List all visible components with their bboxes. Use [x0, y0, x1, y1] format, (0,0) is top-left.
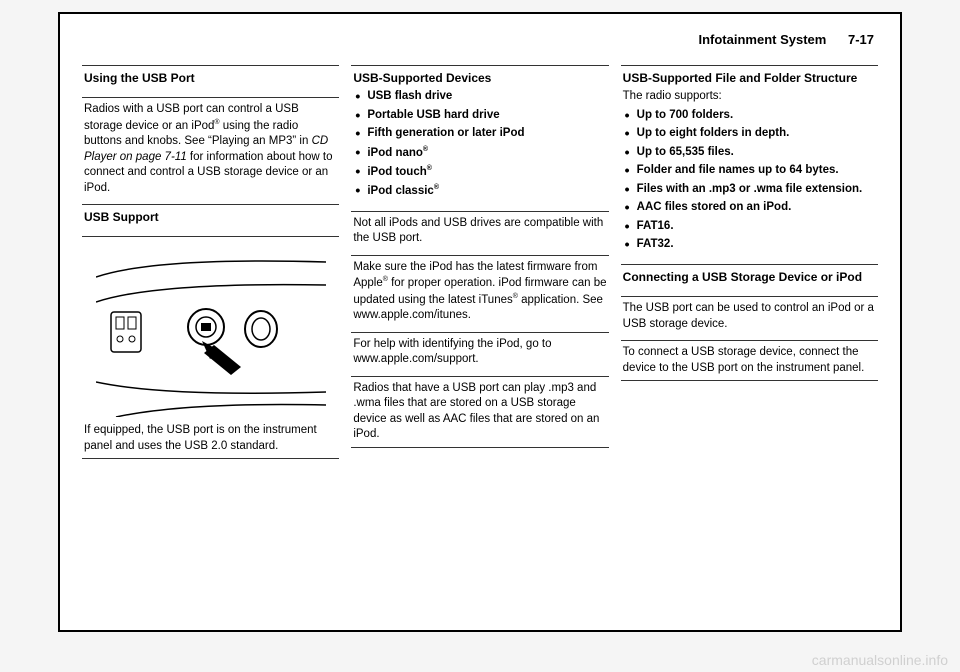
section-folder-structure: USB-Supported File and Folder Structure … [621, 65, 878, 260]
heading-folder-structure: USB-Supported File and Folder Structure [623, 70, 876, 86]
limits-list: Up to 700 folders. Up to eight folders i… [623, 108, 876, 253]
list-item: USB flash drive [355, 89, 606, 105]
list-item: Up to 700 folders. [625, 108, 876, 124]
header-title: Infotainment System [698, 32, 826, 47]
column-2: USB-Supported Devices USB flash drive Po… [351, 65, 608, 605]
content-columns: Using the USB Port Radios with a USB por… [82, 65, 878, 605]
list-item: Fifth generation or later iPod [355, 126, 606, 142]
list-item: Folder and file names up to 64 bytes. [625, 163, 876, 179]
list-item: Up to 65,535 files. [625, 145, 876, 161]
text: Radios that have a USB port can play .mp… [353, 382, 599, 441]
section-usb-support: USB Support [82, 204, 339, 232]
para-usb-control: Radios with a USB port can control a USB… [82, 97, 339, 200]
list-item: Portable USB hard drive [355, 108, 606, 124]
reg-mark-icon: ® [434, 184, 439, 191]
text: For help with identifying the iPod, go t… [353, 338, 551, 366]
caption-equipped: If equipped, the USB port is on the inst… [84, 424, 317, 452]
para-compat: Not all iPods and USB drives are compati… [351, 211, 608, 251]
para-play: Radios that have a USB port can play .mp… [351, 376, 608, 448]
page-number: 7-17 [848, 32, 874, 47]
text: iPod nano [367, 147, 423, 159]
column-3: USB-Supported File and Folder Structure … [621, 65, 878, 605]
list-item: iPod nano® [355, 145, 606, 161]
text: FAT32. [637, 238, 674, 250]
text: Up to 65,535 files. [637, 146, 734, 158]
list-item: iPod classic® [355, 183, 606, 199]
heading-supported-devices: USB-Supported Devices [353, 70, 606, 86]
heading-connecting: Connecting a USB Storage Device or iPod [623, 269, 876, 285]
list-item: AAC files stored on an iPod. [625, 200, 876, 216]
heading-using-usb-port: Using the USB Port [84, 70, 337, 86]
section-connecting: Connecting a USB Storage Device or iPod [621, 264, 878, 292]
text: Fifth generation or later iPod [367, 127, 524, 139]
text: Up to eight folders in depth. [637, 127, 790, 139]
illustration-block: If equipped, the USB port is on the inst… [82, 236, 339, 459]
text: AAC files stored on an iPod. [637, 201, 792, 213]
text: USB flash drive [367, 90, 452, 102]
text: Folder and file names up to 64 bytes. [637, 164, 839, 176]
page-header: Infotainment System 7-17 [82, 32, 878, 47]
reg-mark-icon: ® [423, 146, 428, 153]
usb-port-illustration [96, 247, 326, 417]
list-item: FAT16. [625, 219, 876, 235]
list-item: iPod touch® [355, 164, 606, 180]
para-connect-1: The USB port can be used to control an i… [621, 296, 878, 336]
text: Up to 700 folders. [637, 109, 734, 121]
reg-mark-icon: ® [427, 165, 432, 172]
text: To connect a USB storage device, connect… [623, 346, 865, 374]
text: Files with an .mp3 or .wma file extensio… [637, 183, 863, 195]
para-help: For help with identifying the iPod, go t… [351, 332, 608, 372]
column-1: Using the USB Port Radios with a USB por… [82, 65, 339, 605]
device-list: USB flash drive Portable USB hard drive … [353, 89, 606, 200]
para-firmware: Make sure the iPod has the latest firmwa… [351, 255, 608, 328]
watermark: carmanualsonline.info [812, 652, 948, 668]
heading-usb-support: USB Support [84, 209, 337, 225]
para-connect-2: To connect a USB storage device, connect… [621, 340, 878, 381]
text: iPod classic [367, 185, 433, 197]
section-using-usb-port: Using the USB Port [82, 65, 339, 93]
text: FAT16. [637, 220, 674, 232]
text: Portable USB hard drive [367, 109, 499, 121]
text: iPod touch [367, 166, 426, 178]
list-item: FAT32. [625, 237, 876, 253]
list-item: Up to eight folders in depth. [625, 126, 876, 142]
section-supported-devices: USB-Supported Devices USB flash drive Po… [351, 65, 608, 207]
text: The USB port can be used to control an i… [623, 302, 874, 330]
list-item: Files with an .mp3 or .wma file extensio… [625, 182, 876, 198]
text-supports: The radio supports: [623, 90, 722, 102]
text: Not all iPods and USB drives are compati… [353, 217, 603, 245]
manual-page: Infotainment System 7-17 Using the USB P… [58, 12, 902, 632]
